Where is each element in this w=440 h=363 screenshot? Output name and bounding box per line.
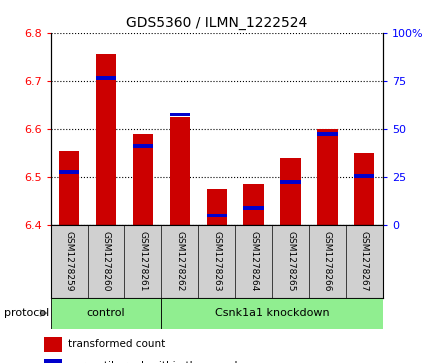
Text: GSM1278261: GSM1278261 (138, 231, 147, 291)
Text: GSM1278259: GSM1278259 (65, 231, 73, 291)
Text: percentile rank within the sample: percentile rank within the sample (69, 361, 244, 363)
Title: GDS5360 / ILMN_1222524: GDS5360 / ILMN_1222524 (126, 16, 307, 30)
Bar (317, 129, 337, 225)
Bar (96, 54, 116, 225)
Text: control: control (87, 308, 125, 318)
Text: GSM1278266: GSM1278266 (323, 231, 332, 291)
Text: protocol: protocol (4, 308, 50, 318)
Bar (317, 132, 337, 136)
Text: GSM1278263: GSM1278263 (212, 231, 221, 291)
Bar (243, 206, 264, 210)
Bar (170, 113, 190, 117)
Bar (161, 298, 383, 329)
Bar (206, 189, 227, 225)
Bar (44, 359, 62, 363)
Bar (354, 174, 374, 178)
Bar (59, 151, 79, 225)
Text: transformed count: transformed count (69, 339, 166, 350)
Bar (133, 144, 153, 148)
Bar (133, 134, 153, 225)
Text: GSM1278267: GSM1278267 (360, 231, 369, 291)
Bar (354, 153, 374, 225)
Bar (280, 180, 301, 184)
Bar (170, 117, 190, 225)
Bar (59, 170, 79, 174)
Text: GSM1278262: GSM1278262 (175, 231, 184, 291)
Text: GSM1278264: GSM1278264 (249, 231, 258, 291)
Text: GSM1278265: GSM1278265 (286, 231, 295, 291)
Text: Csnk1a1 knockdown: Csnk1a1 knockdown (215, 308, 330, 318)
Bar (243, 184, 264, 225)
Text: GSM1278260: GSM1278260 (102, 231, 110, 291)
Bar (44, 338, 62, 351)
Bar (96, 77, 116, 80)
Bar (206, 213, 227, 217)
Bar (280, 158, 301, 225)
Bar (51, 298, 161, 329)
